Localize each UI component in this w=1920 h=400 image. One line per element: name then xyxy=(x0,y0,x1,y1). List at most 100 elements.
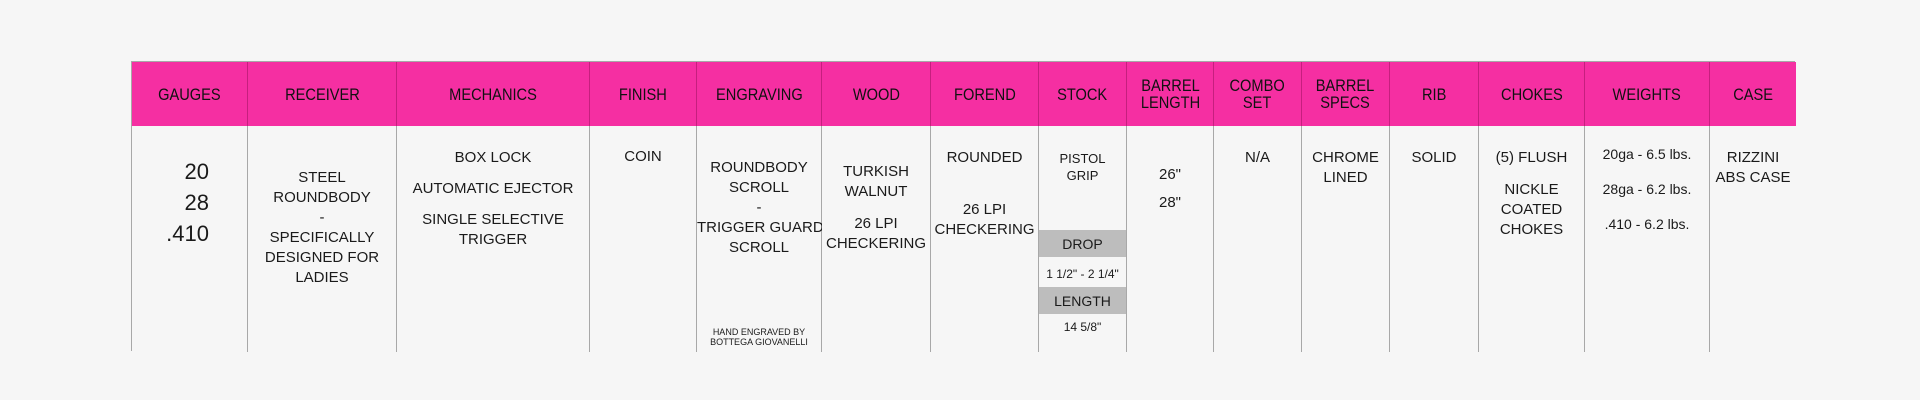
stock-drop-band: DROP xyxy=(1039,230,1126,257)
header-forend: FOREND xyxy=(931,62,1039,126)
chokes-line: COATED xyxy=(1500,201,1563,218)
barrel-length-value: 28" xyxy=(1158,194,1181,211)
header-wood: WOOD xyxy=(822,62,931,126)
header-barrel-specs: BARREL SPECS xyxy=(1302,62,1390,126)
header-engraving-label: ENGRAVING xyxy=(715,84,803,104)
header-barrel-length-line: BARREL xyxy=(1140,76,1200,95)
stock-length-band: LENGTH xyxy=(1039,287,1126,314)
engraving-line: - xyxy=(756,199,762,216)
engraving-line: SCROLL xyxy=(728,179,790,196)
cell-wood: TURKISH WALNUT 26 LPI CHECKERING xyxy=(822,126,931,352)
cell-weights: 20ga - 6.5 lbs. 28ga - 6.2 lbs. .410 - 6… xyxy=(1585,126,1710,352)
stock-grip-line: PISTOL xyxy=(1059,151,1106,166)
case-line: RIZZINI xyxy=(1726,149,1780,166)
cell-stock: PISTOL GRIP DROP 1 1/2" - 2 1/4" LENGTH … xyxy=(1039,126,1127,352)
header-rib-label: RIB xyxy=(1421,84,1447,104)
header-chokes: CHOKES xyxy=(1479,62,1585,126)
header-barrel-specs-label: BARREL SPECS xyxy=(1316,77,1375,111)
receiver-line: LADIES xyxy=(295,269,349,286)
header-combo-set-line: COMBO xyxy=(1229,76,1286,95)
chokes-line: NICKLE xyxy=(1504,181,1559,198)
stock-grip-line: GRIP xyxy=(1066,168,1099,183)
weight-line: 28ga - 6.2 lbs. xyxy=(1602,181,1692,197)
header-gauges-label: GAUGES xyxy=(158,84,221,104)
header-barrel-specs-line: SPECS xyxy=(1320,93,1371,112)
forend-line: CHECKERING xyxy=(934,221,1035,238)
header-finish-label: FINISH xyxy=(619,84,667,104)
header-receiver-label: RECEIVER xyxy=(284,84,360,104)
barrel-length-value: 26" xyxy=(1158,166,1181,183)
wood-line: 26 LPI xyxy=(854,215,898,232)
header-barrel-length-line: LENGTH xyxy=(1140,93,1200,112)
header-barrel-length-label: BARREL LENGTH xyxy=(1140,77,1199,111)
mechanics-line: BOX LOCK xyxy=(454,149,532,166)
engraving-line: SCROLL xyxy=(728,239,790,256)
header-barrel-length: BARREL LENGTH xyxy=(1127,62,1214,126)
weight-line: .410 - 6.2 lbs. xyxy=(1604,216,1690,232)
specifications-table: GAUGES RECEIVER MECHANICS FINISH ENGRAVI… xyxy=(131,61,1796,352)
receiver-line: ROUNDBODY xyxy=(273,189,371,206)
header-combo-set: COMBO SET xyxy=(1214,62,1302,126)
finish-value: COIN xyxy=(624,148,662,165)
engraving-line: TRIGGER GUARD xyxy=(697,219,824,236)
stock-length-value: 14 5/8" xyxy=(1063,320,1102,334)
cell-mechanics: BOX LOCK AUTOMATIC EJECTOR SINGLE SELECT… xyxy=(397,126,590,352)
stock-length-label: LENGTH xyxy=(1054,292,1111,309)
header-gauges: GAUGES xyxy=(132,62,248,126)
gauge-value: 28 xyxy=(184,190,209,215)
engraver-note-line: BOTTEGA GIOVANELLI xyxy=(710,337,808,347)
engraver-note-line: HAND ENGRAVED BY xyxy=(712,327,806,337)
receiver-line: DESIGNED FOR xyxy=(264,249,380,266)
cell-gauges: 20 28 .410 xyxy=(132,126,248,352)
header-case-label: CASE xyxy=(1733,84,1773,104)
weight-line: 20ga - 6.5 lbs. xyxy=(1602,146,1692,162)
cell-barrel-length: 26" 28" xyxy=(1127,126,1214,352)
stock-drop-value: 1 1/2" - 2 1/4" xyxy=(1046,267,1119,281)
chokes-line: (5) FLUSH xyxy=(1495,149,1568,166)
cell-forend: ROUNDED 26 LPI CHECKERING xyxy=(931,126,1039,352)
engraver-note: HAND ENGRAVED BY BOTTEGA GIOVANELLI xyxy=(697,327,821,347)
gauge-value: .410 xyxy=(166,221,209,246)
mechanics-line: AUTOMATIC EJECTOR xyxy=(412,180,574,197)
barrel-specs-line: CHROME xyxy=(1312,149,1379,166)
cell-engraving: ROUNDBODY SCROLL - TRIGGER GUARD SCROLL … xyxy=(697,126,824,352)
receiver-line: SPECIFICALLY xyxy=(269,229,375,246)
header-stock: STOCK xyxy=(1039,62,1127,126)
header-stock-label: STOCK xyxy=(1057,84,1108,104)
cell-receiver: STEEL ROUNDBODY - SPECIFICALLY DESIGNED … xyxy=(248,126,397,352)
cell-finish: COIN xyxy=(590,126,697,352)
header-combo-set-line: SET xyxy=(1243,93,1272,112)
mechanics-line: SINGLE SELECTIVE xyxy=(422,211,564,228)
combo-set-value: N/A xyxy=(1244,149,1270,166)
header-rib: RIB xyxy=(1390,62,1479,126)
cell-case: RIZZINI ABS CASE xyxy=(1710,126,1796,352)
header-chokes-label: CHOKES xyxy=(1500,84,1563,104)
cell-combo-set: N/A xyxy=(1214,126,1302,352)
header-barrel-specs-line: BARREL xyxy=(1316,76,1375,95)
receiver-line: - xyxy=(319,209,325,226)
cell-chokes: (5) FLUSH NICKLE COATED CHOKES xyxy=(1479,126,1585,352)
header-forend-label: FOREND xyxy=(953,84,1016,104)
barrel-specs-line: LINED xyxy=(1323,169,1368,186)
header-weights: WEIGHTS xyxy=(1585,62,1710,126)
forend-line: 26 LPI xyxy=(962,201,1007,218)
cell-barrel-specs: CHROME LINED xyxy=(1302,126,1390,352)
header-combo-set-label: COMBO SET xyxy=(1230,77,1285,111)
header-mechanics: MECHANICS xyxy=(397,62,590,126)
header-case: CASE xyxy=(1710,62,1796,126)
header-receiver: RECEIVER xyxy=(248,62,397,126)
header-weights-label: WEIGHTS xyxy=(1612,84,1682,104)
stock-drop-label: DROP xyxy=(1062,235,1103,252)
rib-value: SOLID xyxy=(1411,149,1457,166)
mechanics-line: TRIGGER xyxy=(458,231,528,248)
wood-line: WALNUT xyxy=(844,183,908,200)
header-wood-label: WOOD xyxy=(852,84,900,104)
receiver-line: STEEL xyxy=(298,169,346,186)
wood-line: CHECKERING xyxy=(825,235,926,252)
wood-line: TURKISH xyxy=(843,163,909,180)
header-mechanics-label: MECHANICS xyxy=(449,84,537,104)
gauge-value: 20 xyxy=(184,159,209,184)
cell-rib: SOLID xyxy=(1390,126,1479,352)
forend-line: ROUNDED xyxy=(946,149,1023,166)
engraving-line: ROUNDBODY xyxy=(710,159,808,176)
